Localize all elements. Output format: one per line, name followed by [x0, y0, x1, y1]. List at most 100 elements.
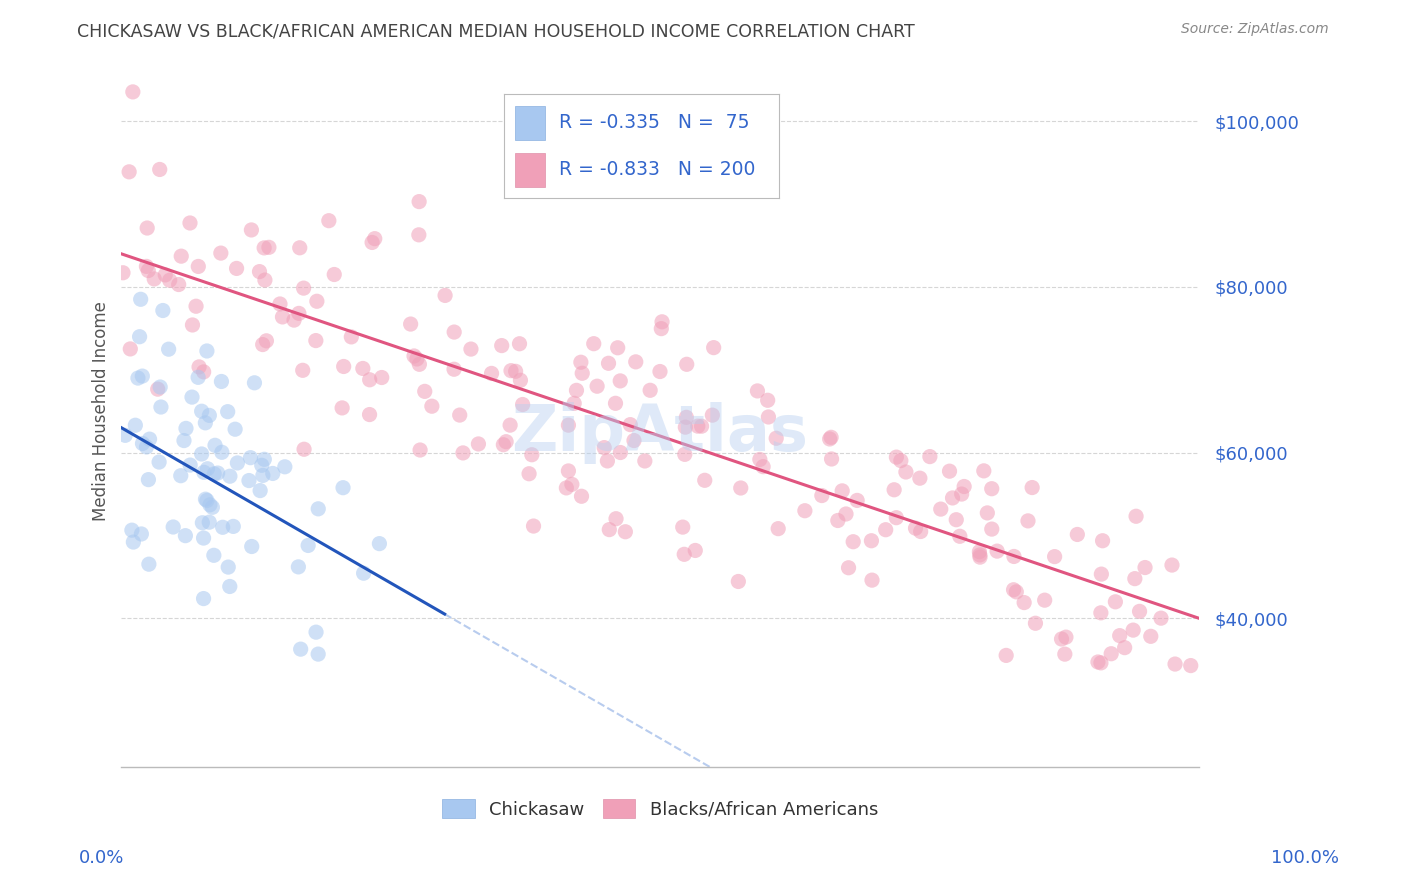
- Point: [1125, 509, 1147, 524]
- Point: [131, 436, 153, 450]
- Point: [224, 422, 246, 436]
- Point: [509, 373, 531, 387]
- Point: [1021, 481, 1043, 495]
- Point: [555, 481, 578, 495]
- Point: [368, 536, 391, 550]
- Point: [136, 221, 159, 235]
- Point: [305, 294, 328, 309]
- Point: [207, 466, 229, 480]
- Point: [193, 466, 215, 480]
- Point: [929, 502, 952, 516]
- Point: [114, 428, 136, 442]
- Point: [904, 521, 927, 535]
- Point: [758, 409, 780, 424]
- Point: [197, 462, 219, 476]
- Point: [571, 489, 593, 503]
- Point: [557, 464, 579, 478]
- Point: [292, 442, 315, 457]
- Point: [703, 341, 725, 355]
- Point: [146, 382, 169, 396]
- Point: [650, 321, 672, 335]
- Point: [131, 369, 153, 384]
- Point: [121, 523, 143, 537]
- Point: [194, 492, 217, 507]
- Point: [651, 315, 673, 329]
- Point: [941, 491, 963, 505]
- Point: [766, 522, 789, 536]
- Point: [218, 579, 240, 593]
- Point: [174, 529, 197, 543]
- Point: [288, 306, 311, 320]
- Point: [184, 299, 207, 313]
- Point: [1108, 629, 1130, 643]
- Point: [128, 329, 150, 343]
- Point: [520, 448, 543, 462]
- Point: [593, 441, 616, 455]
- Point: [605, 396, 627, 410]
- Point: [188, 359, 211, 374]
- Point: [420, 399, 443, 413]
- Point: [291, 363, 314, 377]
- Point: [1053, 647, 1076, 661]
- Point: [582, 336, 605, 351]
- Point: [1002, 582, 1025, 597]
- Point: [409, 443, 432, 458]
- Text: 100.0%: 100.0%: [1271, 849, 1339, 867]
- Point: [443, 325, 465, 339]
- Point: [451, 446, 474, 460]
- Point: [686, 419, 709, 434]
- Point: [353, 566, 375, 581]
- Point: [211, 445, 233, 459]
- Point: [1180, 658, 1202, 673]
- Point: [138, 432, 160, 446]
- Point: [1104, 595, 1126, 609]
- Point: [217, 405, 239, 419]
- Point: [1043, 549, 1066, 564]
- Point: [702, 408, 724, 422]
- Point: [239, 450, 262, 465]
- Point: [765, 431, 787, 445]
- Point: [481, 367, 503, 381]
- Point: [756, 393, 779, 408]
- Point: [969, 545, 991, 559]
- Point: [820, 430, 842, 444]
- Text: ZipAtlas: ZipAtlas: [512, 401, 808, 464]
- Point: [332, 481, 354, 495]
- Point: [413, 384, 436, 399]
- Point: [274, 459, 297, 474]
- Point: [121, 85, 143, 99]
- Point: [675, 357, 697, 371]
- Point: [135, 440, 157, 454]
- Point: [194, 416, 217, 430]
- Point: [181, 390, 204, 404]
- Point: [240, 540, 263, 554]
- Point: [673, 547, 696, 561]
- Text: CHICKASAW VS BLACK/AFRICAN AMERICAN MEDIAN HOUSEHOLD INCOME CORRELATION CHART: CHICKASAW VS BLACK/AFRICAN AMERICAN MEDI…: [77, 22, 915, 40]
- Point: [596, 454, 619, 468]
- Point: [648, 365, 671, 379]
- Point: [886, 450, 908, 464]
- Point: [460, 342, 482, 356]
- Point: [136, 263, 159, 277]
- Point: [973, 464, 995, 478]
- Point: [598, 356, 620, 370]
- Point: [252, 468, 274, 483]
- Point: [250, 458, 273, 473]
- Point: [408, 357, 430, 371]
- Point: [179, 216, 201, 230]
- Point: [894, 465, 917, 479]
- Point: [831, 483, 853, 498]
- Point: [129, 293, 152, 307]
- Point: [364, 232, 387, 246]
- Point: [305, 625, 328, 640]
- Text: 0.0%: 0.0%: [79, 849, 124, 867]
- Point: [793, 504, 815, 518]
- Point: [495, 434, 517, 449]
- Point: [305, 334, 328, 348]
- Point: [181, 318, 204, 332]
- Point: [811, 489, 834, 503]
- Point: [1128, 604, 1150, 618]
- Point: [323, 268, 346, 282]
- Point: [253, 452, 276, 467]
- Point: [195, 493, 218, 508]
